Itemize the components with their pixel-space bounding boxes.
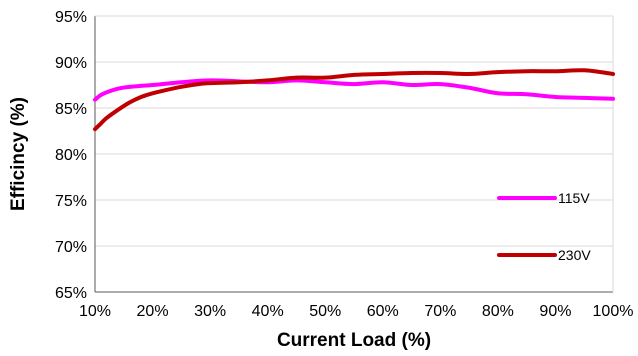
y-tick-label: 95% [55,9,87,26]
x-tick-label: 70% [424,303,456,320]
y-axis-title: Efficincy (%) [8,97,29,211]
x-tick-label: 80% [482,303,514,320]
y-tick-label: 70% [55,239,87,256]
series-line-115v [93,78,615,102]
x-tick-label: 40% [252,303,284,320]
legend-label-115v: 115V [558,190,590,206]
y-tick-label: 80% [55,147,87,164]
x-axis-title: Current Load (%) [277,330,431,351]
legend: 115V 230V [497,190,591,263]
x-tick-label: 90% [539,303,571,320]
series-line-230v [93,68,615,132]
y-tick-labels: 65% 70% 75% 80% 85% 90% 95% [55,9,87,302]
axes [94,15,614,293]
series-lines [93,68,615,132]
x-tick-labels: 10% 20% 30% 40% 50% 60% 70% 80% 90% 100% [79,303,633,320]
legend-label-230v: 230V [558,247,591,263]
y-tick-label: 65% [55,285,87,302]
x-tick-label: 20% [137,303,169,320]
y-tick-label: 90% [55,55,87,72]
x-tick-label: 10% [79,303,111,320]
y-tick-label: 75% [55,193,87,210]
x-tick-label: 100% [593,303,634,320]
x-tick-label: 30% [194,303,226,320]
y-tick-label: 85% [55,101,87,118]
x-tick-label: 50% [309,303,341,320]
gridlines [95,61,613,247]
x-tick-label: 60% [367,303,399,320]
